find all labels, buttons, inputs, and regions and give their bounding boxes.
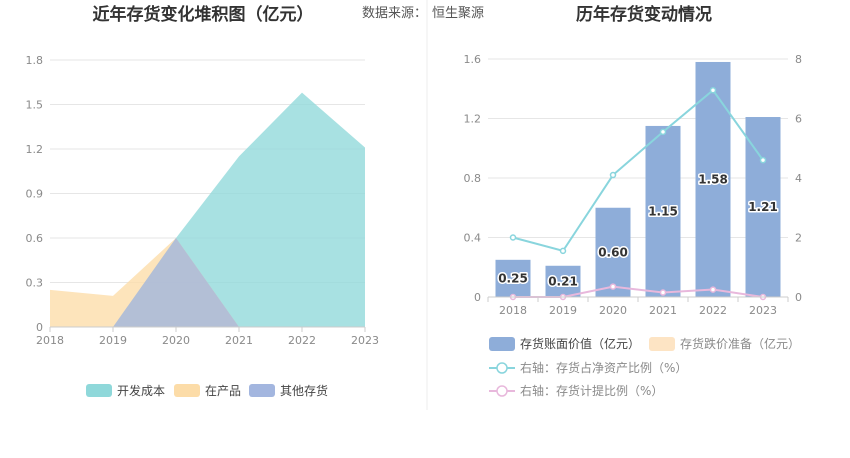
- left-y-tick-label: 1.8: [26, 54, 44, 67]
- left-y-tick-label: 0: [36, 321, 43, 334]
- left-x-tick-label: 2020: [162, 334, 190, 347]
- legend-label-impairment: 存货跌价准备（亿元）: [680, 336, 800, 351]
- legend-swatch-impairment: [649, 337, 675, 351]
- point-ratio: [759, 156, 767, 164]
- left-y-tick-label: 0.9: [26, 188, 44, 201]
- right-x-tick-label: 2019: [549, 304, 577, 317]
- right-chart-grid: [488, 58, 788, 238]
- right-chart-title: 历年存货变动情况: [576, 4, 712, 25]
- right-y-tick-label: 1.2: [464, 113, 482, 126]
- point-ratio: [559, 247, 567, 255]
- left-y-tick-label: 1.2: [26, 143, 44, 156]
- legend-marker-ratio: [496, 362, 508, 374]
- legend-item-wip[interactable]: 在产品: [174, 384, 241, 398]
- bar-book-value: [745, 117, 781, 297]
- left-y-tick-label: 1.5: [26, 99, 44, 112]
- bar-data-label: 0.25: [498, 271, 528, 285]
- point-ratio: [659, 128, 667, 136]
- right-chart-bars: 0.25 0.21 0.60 1.15 1.58 1.21: [495, 61, 781, 297]
- right-y-tick-label: 0.4: [464, 232, 482, 245]
- legend-label-ratio: 右轴：存货占净资产比例（%）: [520, 360, 687, 375]
- right-y-tick-label: 1.6: [464, 53, 482, 66]
- legend-label-wip: 在产品: [205, 384, 241, 398]
- right-x-tick-label: 2021: [649, 304, 677, 317]
- legend-item-dev-cost[interactable]: 开发成本: [86, 383, 165, 398]
- legend-item-provision[interactable]: 右轴：存货计提比例（%）: [489, 383, 663, 398]
- right-chart-axis: 0 0.4 0.8 1.2 1.6 0 2 4 6 8 2018 2019 2020 2021 2022 20…: [464, 53, 803, 317]
- point-ratio: [509, 234, 517, 241]
- left-x-tick-label: 2022: [288, 334, 316, 347]
- bar-data-label: 1.15: [648, 204, 678, 218]
- right-y-tick-label: 0.8: [464, 172, 482, 185]
- right-x-tick-label: 2020: [599, 304, 627, 317]
- right-y2-tick-label: 8: [795, 53, 802, 66]
- left-x-tick-label: 2021: [225, 334, 253, 347]
- right-y2-tick-label: 0: [795, 291, 802, 304]
- legend-label-book-value: 存货账面价值（亿元）: [520, 336, 640, 351]
- legend-label-provision: 右轴：存货计提比例（%）: [520, 383, 663, 398]
- legend-label-other: 其他存货: [280, 383, 328, 398]
- bar-data-label: 0.21: [548, 274, 578, 288]
- point-ratio: [709, 86, 717, 94]
- bar-data-label: 1.58: [698, 172, 728, 186]
- right-y2-tick-label: 2: [795, 232, 802, 245]
- right-y-tick-label: 0: [474, 291, 481, 304]
- line-ratio: [512, 88, 764, 253]
- left-legend: 开发成本 在产品 其他存货: [86, 383, 328, 398]
- point-ratio: [609, 171, 617, 179]
- left-chart-title: 近年存货变化堆积图（亿元）: [93, 4, 314, 25]
- bar-data-label: 0.60: [598, 245, 628, 259]
- legend-swatch-book-value: [489, 337, 515, 351]
- bar-book-value: [545, 265, 581, 297]
- legend-swatch-dev-cost: [86, 384, 112, 397]
- left-y-tick-label: 0.3: [26, 277, 44, 290]
- area-other: [50, 238, 365, 327]
- legend-item-other[interactable]: 其他存货: [249, 383, 328, 398]
- bar-data-label: 1.21: [748, 200, 778, 214]
- point-provision: [709, 286, 717, 293]
- right-x-tick-label: 2023: [749, 304, 777, 317]
- point-provision: [659, 289, 667, 296]
- right-y2-tick-label: 4: [795, 172, 802, 185]
- left-x-tick-label: 2018: [36, 334, 64, 347]
- left-chart-areas: [50, 92, 365, 327]
- bar-book-value: [645, 125, 681, 297]
- legend-label-dev-cost: 开发成本: [117, 383, 165, 398]
- legend-item-impairment[interactable]: 存货跌价准备（亿元）: [649, 336, 800, 351]
- left-chart-axis: 0 0.3 0.6 0.9 1.2 1.5 1.8 2018 2019 2020 2021 2022 2…: [26, 54, 380, 347]
- source-value: 恒生聚源: [432, 6, 484, 21]
- legend-swatch-wip: [174, 384, 200, 397]
- left-x-tick-label: 2019: [99, 334, 127, 347]
- right-legend: 存货账面价值（亿元） 存货跌价准备（亿元） 右轴：存货占净资产比例（%） 右轴：…: [489, 336, 800, 398]
- legend-item-ratio[interactable]: 右轴：存货占净资产比例（%）: [489, 360, 687, 375]
- source-label: 数据来源：: [362, 6, 427, 21]
- legend-item-book-value[interactable]: 存货账面价值（亿元）: [489, 336, 640, 351]
- point-provision: [609, 283, 617, 290]
- right-y2-tick-label: 6: [795, 113, 802, 126]
- area-dev-cost: [50, 92, 365, 327]
- right-x-tick-label: 2018: [499, 304, 527, 317]
- left-x-tick-label: 2023: [351, 334, 379, 347]
- legend-swatch-other: [249, 384, 275, 397]
- legend-marker-provision: [496, 385, 508, 397]
- bar-book-value: [595, 207, 631, 297]
- right-x-tick-label: 2022: [699, 304, 727, 317]
- bar-book-value: [495, 259, 531, 297]
- left-y-tick-label: 0.6: [26, 232, 44, 245]
